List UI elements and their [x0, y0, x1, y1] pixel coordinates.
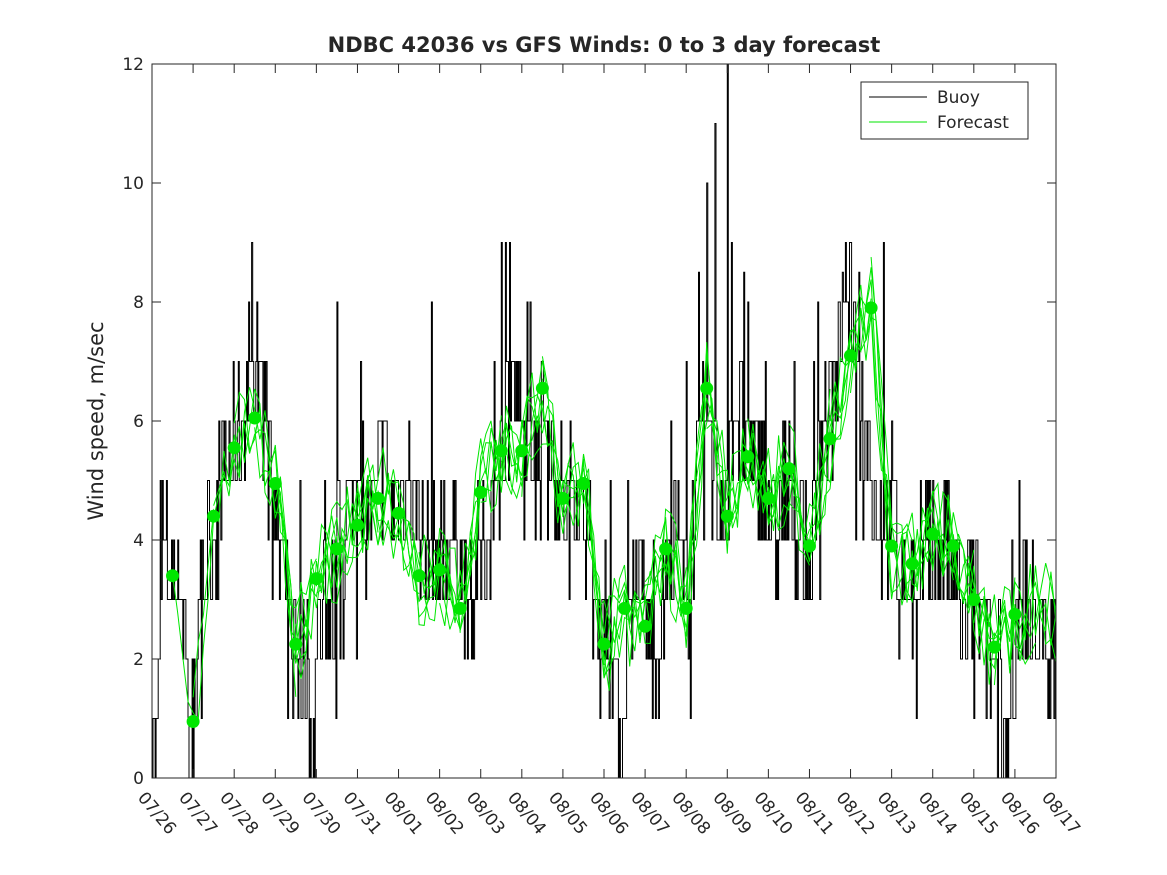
forecast-marker: [1008, 607, 1022, 621]
forecast-marker: [679, 601, 693, 615]
y-axis: 0 2 4 6 8 10 12: [122, 55, 1056, 789]
forecast-run-line: [870, 257, 995, 666]
y-tick-label: 8: [133, 293, 144, 313]
forecast-marker: [844, 349, 857, 363]
forecast-marker: [392, 506, 405, 520]
forecast-marker: [577, 477, 590, 490]
forecast-marker: [782, 462, 796, 476]
forecast-marker: [905, 557, 919, 571]
forecast-marker: [556, 491, 570, 505]
forecast-marker: [330, 542, 344, 556]
forecast-marker: [597, 637, 611, 651]
forecast-marker: [720, 509, 734, 523]
legend-forecast-label: Forecast: [937, 113, 1009, 133]
y-tick-label: 12: [122, 55, 144, 75]
forecast-markers: [166, 301, 1022, 728]
forecast-marker: [926, 527, 940, 541]
forecast-run-line: [767, 279, 893, 592]
forecast-run-line: [541, 356, 667, 691]
forecast-run-line: [254, 427, 379, 664]
forecast-run-line: [850, 267, 975, 603]
forecast-marker: [494, 444, 508, 458]
y-tick-label: 6: [133, 412, 144, 432]
forecast-marker: [248, 411, 262, 425]
y-axis-label: Wind speed, m/sec: [84, 321, 108, 520]
forecast-marker: [967, 593, 981, 606]
forecast-marker: [186, 715, 200, 728]
forecast-run-line: [603, 342, 728, 675]
forecast-marker: [761, 491, 775, 505]
forecast-run-line: [891, 512, 1016, 685]
forecast-marker: [659, 542, 673, 556]
forecast-marker: [227, 441, 241, 455]
legend-box: [860, 81, 1029, 140]
forecast-marker: [618, 601, 631, 615]
forecast-run-line: [562, 442, 687, 678]
forecast-marker: [166, 569, 179, 583]
forecast-marker: [474, 485, 488, 499]
forecast-marker: [535, 381, 549, 395]
forecast-marker: [741, 450, 755, 464]
forecast-marker: [700, 381, 714, 395]
forecast-run-line: [295, 464, 420, 660]
forecast-marker: [987, 640, 1001, 654]
forecast-marker: [638, 619, 652, 633]
forecast-marker: [515, 444, 529, 458]
forecast-run-line: [685, 401, 810, 605]
forecast-marker: [351, 518, 364, 532]
forecast-marker: [864, 301, 878, 315]
forecast-run-line: [316, 457, 441, 604]
forecast-run-line: [583, 355, 708, 648]
y-tick-label: 10: [122, 174, 144, 194]
plot-area: [151, 63, 1057, 779]
forecast-run-line: [172, 423, 297, 722]
forecast-run-line: [911, 494, 1036, 666]
forecast-run-line: [788, 311, 913, 563]
legend: Buoy Forecast: [860, 81, 1029, 140]
forecast-marker: [803, 539, 816, 553]
forecast-marker: [207, 509, 221, 523]
forecast-run-line: [624, 397, 749, 667]
forecast-run-line: [747, 284, 872, 538]
forecast-marker: [453, 601, 467, 615]
forecast-run-line: [500, 360, 625, 643]
forecast-run-line: [993, 563, 1057, 686]
forecast-marker: [885, 539, 899, 553]
forecast-marker: [289, 637, 303, 651]
forecast-run-line: [439, 372, 564, 630]
forecast-marker: [433, 563, 447, 577]
y-tick-label: 2: [133, 650, 144, 670]
chart-title: NDBC 42036 vs GFS Winds: 0 to 3 day fore…: [328, 33, 881, 57]
forecast-run-line: [665, 387, 790, 617]
forecast-marker: [268, 477, 282, 490]
forecast-marker: [309, 572, 323, 586]
y-tick-label: 0: [133, 769, 144, 789]
forecast-run-line: [418, 378, 543, 630]
forecast-marker: [946, 539, 960, 553]
y-tick-label: 4: [133, 531, 144, 551]
forecast-marker: [823, 432, 837, 446]
legend-buoy-label: Buoy: [937, 88, 980, 108]
forecast-marker: [412, 569, 426, 583]
forecast-marker: [371, 491, 385, 505]
